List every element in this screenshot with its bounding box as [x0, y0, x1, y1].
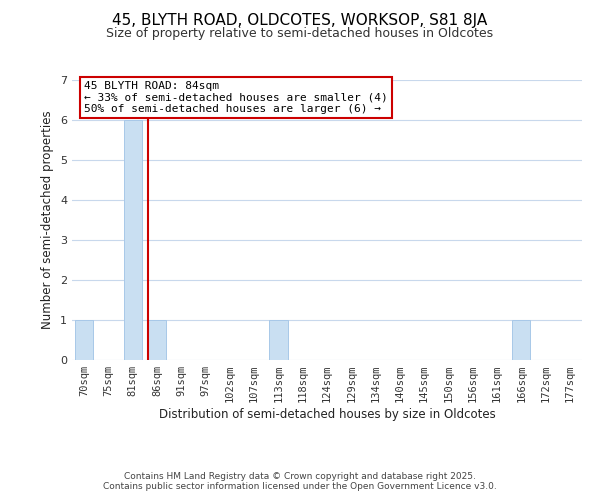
X-axis label: Distribution of semi-detached houses by size in Oldcotes: Distribution of semi-detached houses by … — [158, 408, 496, 421]
Text: Contains public sector information licensed under the Open Government Licence v3: Contains public sector information licen… — [103, 482, 497, 491]
Bar — [75, 320, 93, 360]
Bar — [512, 320, 530, 360]
Bar — [269, 320, 287, 360]
Text: 45 BLYTH ROAD: 84sqm
← 33% of semi-detached houses are smaller (4)
50% of semi-d: 45 BLYTH ROAD: 84sqm ← 33% of semi-detac… — [85, 81, 388, 114]
Text: Size of property relative to semi-detached houses in Oldcotes: Size of property relative to semi-detach… — [106, 28, 494, 40]
Bar — [124, 120, 142, 360]
Bar — [148, 320, 166, 360]
Y-axis label: Number of semi-detached properties: Number of semi-detached properties — [41, 110, 55, 330]
Text: Contains HM Land Registry data © Crown copyright and database right 2025.: Contains HM Land Registry data © Crown c… — [124, 472, 476, 481]
Text: 45, BLYTH ROAD, OLDCOTES, WORKSOP, S81 8JA: 45, BLYTH ROAD, OLDCOTES, WORKSOP, S81 8… — [112, 12, 488, 28]
